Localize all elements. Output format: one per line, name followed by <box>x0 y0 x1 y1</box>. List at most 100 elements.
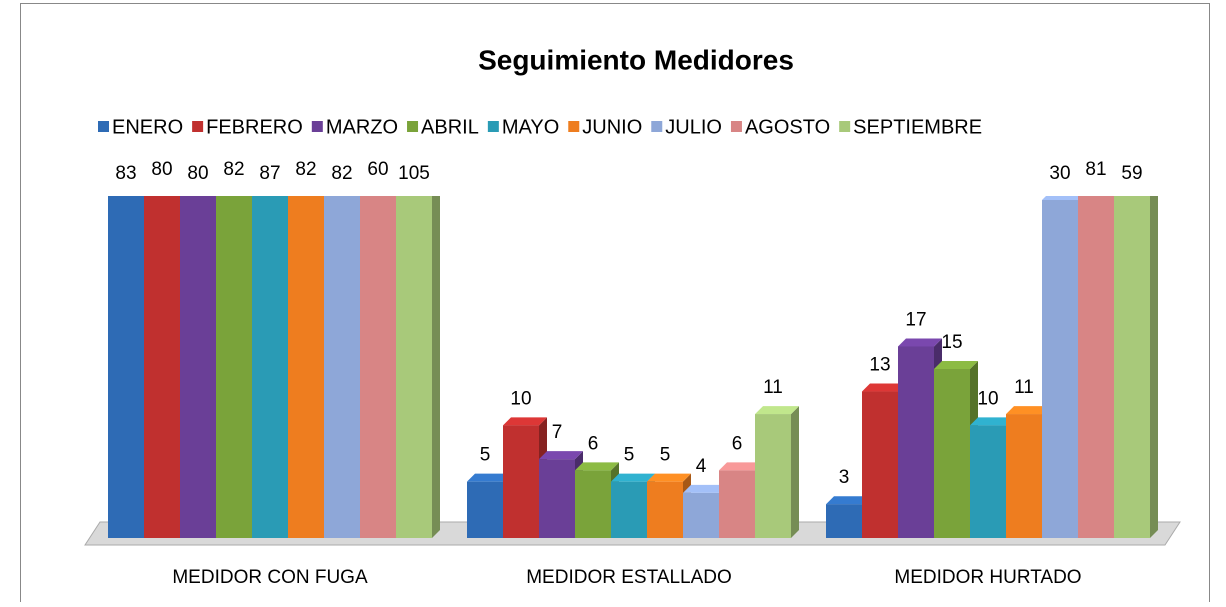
legend-swatch <box>192 121 204 132</box>
legend-swatch <box>98 121 109 132</box>
bar-side <box>1150 196 1158 538</box>
bar-front <box>826 504 862 538</box>
bar-top <box>611 473 655 482</box>
bar-top <box>575 462 619 471</box>
data-label: 81 <box>1085 159 1106 180</box>
bar-top <box>647 473 691 482</box>
bar-side <box>791 406 799 538</box>
data-label: 10 <box>977 388 998 409</box>
data-label: 30 <box>1049 163 1070 184</box>
bar-top <box>467 473 511 482</box>
bar-top <box>683 484 727 493</box>
bar-front <box>144 196 180 539</box>
data-label: 87 <box>259 163 280 184</box>
bar-front <box>1114 196 1150 539</box>
bar-front <box>467 481 503 538</box>
legend-label: ABRIL <box>421 116 479 138</box>
legend-swatch <box>407 121 419 132</box>
bar-front <box>647 481 683 538</box>
data-label: 13 <box>869 355 890 376</box>
bar <box>108 196 152 538</box>
bar <box>1114 196 1158 539</box>
legend-label: FEBRERO <box>206 116 303 138</box>
data-label: 15 <box>941 332 962 353</box>
data-label: 4 <box>696 456 707 477</box>
chart-title: Seguimiento Medidores <box>478 44 794 75</box>
bar-top <box>539 451 583 460</box>
bar-top <box>826 496 870 505</box>
bar-front <box>934 369 970 538</box>
data-label: 5 <box>480 445 491 466</box>
legend-label: JUNIO <box>582 116 642 138</box>
bar-front <box>108 196 144 538</box>
bar-front <box>252 196 288 538</box>
bar-front <box>396 196 432 538</box>
data-label: 80 <box>187 163 208 184</box>
data-label: 83 <box>115 163 136 184</box>
x-tick-label: MEDIDOR HURTADO <box>894 567 1081 588</box>
bar-front <box>862 391 898 538</box>
data-label: 11 <box>1014 377 1034 398</box>
bar-top <box>755 406 799 415</box>
bar-front <box>1042 200 1078 538</box>
legend-swatch <box>651 121 663 132</box>
bar <box>396 196 440 538</box>
data-label: 3 <box>839 467 850 488</box>
bar-front <box>503 425 539 538</box>
bars <box>108 196 1158 539</box>
bar-front <box>719 470 755 538</box>
data-label: 60 <box>367 159 388 180</box>
bar-front <box>575 470 611 538</box>
data-label: 10 <box>510 388 531 409</box>
x-tick-label: MEDIDOR ESTALLADO <box>526 567 732 588</box>
legend-label: MAYO <box>502 116 559 138</box>
bar-top <box>862 383 906 392</box>
bar-top <box>719 462 763 471</box>
bar-top <box>503 417 547 426</box>
data-label: 7 <box>552 422 563 443</box>
x-tick-label: MEDIDOR CON FUGA <box>172 567 368 588</box>
legend-label: SEPTIEMBRE <box>853 116 982 138</box>
data-label: 82 <box>331 163 352 184</box>
bar-front <box>898 346 934 538</box>
bar <box>755 406 799 538</box>
legend-label: ENERO <box>112 116 183 138</box>
legend-swatch <box>487 121 499 132</box>
bar-top <box>970 417 1014 426</box>
data-label: 5 <box>660 445 671 466</box>
bar-front <box>683 492 719 538</box>
legend-label: JULIO <box>665 116 722 138</box>
bar-front <box>360 196 396 538</box>
bar-front <box>216 196 252 539</box>
data-label: 82 <box>223 159 244 180</box>
data-label: 5 <box>624 445 635 466</box>
bar-top <box>1006 406 1050 415</box>
legend-swatch <box>839 121 851 132</box>
bar-front <box>755 414 791 538</box>
bar-front <box>288 196 324 539</box>
bar-front <box>539 459 575 538</box>
data-label: 59 <box>1121 163 1142 184</box>
legend-swatch <box>730 121 742 132</box>
bar-front <box>1078 196 1114 538</box>
bar-front <box>970 425 1006 538</box>
legend-label: AGOSTO <box>745 116 830 138</box>
bar-front <box>324 196 360 539</box>
legend-label: MARZO <box>326 116 398 138</box>
bar-side <box>432 196 440 538</box>
legend-swatch <box>311 121 323 132</box>
bar-top <box>934 361 978 369</box>
data-label: 17 <box>905 309 926 330</box>
bar-front <box>611 481 647 538</box>
data-label: 6 <box>732 433 743 454</box>
bar-top <box>1042 196 1082 200</box>
legend-swatch <box>568 121 580 132</box>
data-label: 80 <box>151 159 172 180</box>
bar-top <box>898 338 942 347</box>
bar-front <box>180 196 216 539</box>
data-label: 82 <box>295 159 316 180</box>
bar-front <box>1006 414 1042 538</box>
data-label: 105 <box>398 163 430 184</box>
data-label: 6 <box>588 433 599 454</box>
